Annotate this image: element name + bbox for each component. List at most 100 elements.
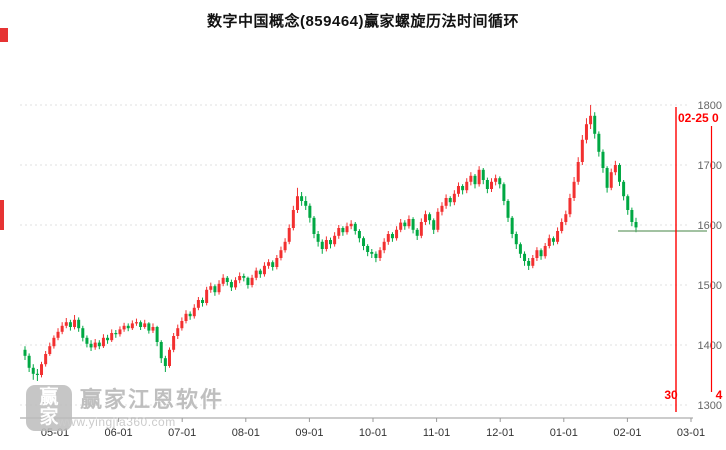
candle-body <box>308 205 312 218</box>
left-edge-marker <box>0 200 4 230</box>
candle-body <box>378 250 382 258</box>
candle-body <box>205 289 209 303</box>
candle-body <box>580 139 584 162</box>
candle-body <box>626 196 630 210</box>
candle-body <box>490 181 494 189</box>
candle-body <box>593 115 597 134</box>
candle-body <box>68 322 72 327</box>
candle-body <box>106 337 110 341</box>
x-tick-label: 11-01 <box>423 427 450 439</box>
candle-body <box>118 329 122 335</box>
candle-body <box>485 180 489 189</box>
candle-body <box>556 231 560 242</box>
candle-body <box>93 342 97 348</box>
candle-body <box>167 349 171 366</box>
candle-body <box>60 325 64 332</box>
candle-body <box>287 228 291 242</box>
candle-body <box>56 331 60 338</box>
candle-body <box>201 300 205 303</box>
candle-body <box>126 325 130 329</box>
candle-body <box>465 181 469 191</box>
candle-body <box>448 198 452 203</box>
candle-body <box>246 277 250 285</box>
x-tick-label: 10-01 <box>359 427 387 439</box>
y-tick-label: 1300 <box>698 400 722 412</box>
candle-body <box>192 307 196 317</box>
candle-body <box>295 196 299 210</box>
candle-body <box>229 282 233 288</box>
candle-body <box>395 229 399 239</box>
candle-body <box>23 349 27 356</box>
x-tick-label: 06-01 <box>105 427 133 439</box>
candle-body <box>357 231 361 239</box>
candle-body <box>234 280 238 288</box>
candle-body <box>221 277 225 284</box>
x-tick-label: 02-01 <box>613 427 641 439</box>
candle-body <box>477 169 481 185</box>
candle-body <box>597 133 601 152</box>
candle-body <box>543 246 547 257</box>
candle-body <box>77 319 81 329</box>
candle-body <box>262 265 266 275</box>
candle-body <box>163 358 167 366</box>
y-tick-label: 1400 <box>698 340 722 352</box>
candle-body <box>481 169 485 180</box>
candle-body <box>423 214 427 222</box>
candle-body <box>225 277 229 282</box>
y-tick-label: 1600 <box>698 220 722 232</box>
candle-body <box>473 175 477 185</box>
candle-body <box>494 178 498 182</box>
candle-body <box>452 193 456 203</box>
x-tick-label: 01-01 <box>550 427 578 439</box>
candle-body <box>44 354 48 365</box>
candle-body <box>271 262 275 267</box>
candle-body <box>461 186 465 191</box>
candle-body <box>601 151 605 168</box>
candle-body <box>110 333 114 341</box>
candle-body <box>48 346 52 354</box>
candle-body <box>35 373 39 375</box>
axes: 1800 1700 1600 1500 1400 1300 05-01 06-01 07-01 0… <box>20 100 722 439</box>
candle-body <box>184 313 188 321</box>
candle-body <box>407 219 411 227</box>
candle-body <box>151 327 155 331</box>
candle-body <box>531 258 535 266</box>
x-tick-label: 08-01 <box>232 427 260 439</box>
candle-body <box>64 322 68 326</box>
candle-body <box>523 253 527 261</box>
candle-body <box>188 313 192 317</box>
candle-body <box>85 337 89 344</box>
candle-body <box>589 115 593 125</box>
candle-body <box>304 201 308 206</box>
candle-body <box>415 229 419 236</box>
candle-body <box>134 322 138 324</box>
candle-body <box>258 270 262 275</box>
y-tick-label: 1500 <box>698 280 722 292</box>
candle-body <box>147 323 151 331</box>
candle-body <box>432 220 436 230</box>
left-edge-marker <box>0 28 8 42</box>
candle-body <box>73 319 77 327</box>
candle-body <box>130 323 134 329</box>
candle-body <box>634 222 638 228</box>
cycle-top-label: 02-25 0 <box>678 111 719 125</box>
candle-body <box>349 223 353 227</box>
candle-body <box>341 228 345 233</box>
candle-body <box>176 328 180 336</box>
candle-body <box>411 219 415 230</box>
candle-body <box>353 223 357 231</box>
candle-body <box>551 238 555 242</box>
candle-body <box>114 333 118 335</box>
candle-body <box>333 235 337 245</box>
y-tick-label: 1700 <box>698 160 722 172</box>
edge-markers <box>0 28 8 230</box>
candle-body <box>456 186 460 194</box>
candle-body <box>27 355 31 368</box>
candle-body <box>89 343 93 348</box>
candle-body <box>386 234 390 242</box>
candle-body <box>419 222 423 236</box>
candle-body <box>196 300 200 308</box>
candle-body <box>180 321 184 329</box>
x-tick-label: 03-01 <box>677 427 705 439</box>
